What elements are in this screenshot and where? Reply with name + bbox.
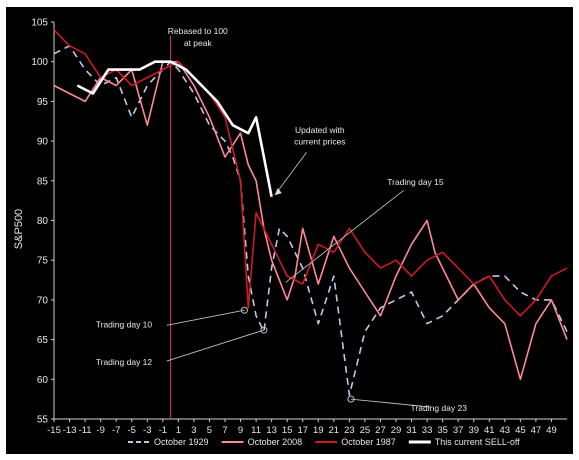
legend-label-3: October 1987	[341, 437, 396, 447]
x-tick-label: 49	[546, 425, 557, 436]
x-tick-label: 17	[297, 425, 308, 436]
annotation-point-marker	[240, 306, 248, 314]
x-tick-label: 47	[531, 425, 542, 436]
y-tick-label: 100	[31, 57, 48, 68]
x-tick-label: 9	[238, 425, 243, 436]
y-tick-label: 80	[37, 216, 49, 227]
x-tick-label: 15	[282, 425, 293, 436]
x-tick-label: 3	[191, 425, 196, 436]
x-tick-label: -13	[63, 425, 77, 436]
x-tick-label: -5	[128, 425, 136, 436]
x-tick-label: -11	[79, 425, 92, 436]
x-tick-label: 31	[406, 425, 417, 436]
annotation-pointer	[285, 189, 405, 283]
legend-label-1: October 1929	[154, 437, 209, 447]
x-tick-label: 43	[500, 425, 511, 436]
x-tick-label: 23	[344, 425, 355, 436]
y-tick-label: 90	[37, 137, 49, 148]
x-tick-label: 13	[266, 425, 277, 436]
annotation-text: Updated with	[295, 125, 345, 135]
legend: October 1929 October 2008 October 1987 This…	[128, 437, 520, 447]
annotation-pointer	[166, 329, 265, 362]
annotation-text: Trading day 23	[411, 403, 468, 413]
y-axis-label: S&P500	[13, 209, 25, 249]
x-tick-label: 33	[422, 425, 433, 436]
plot-panel: 55 60 65 70 75 80 85 90 95 100 105 -15 -13 -11 -9 -7 -5-…	[6, 7, 573, 454]
y-tick-label: 105	[31, 18, 48, 29]
x-tick-label: -1	[159, 425, 167, 436]
x-tick-label: -7	[112, 425, 120, 436]
x-tick-label: 5	[207, 425, 212, 436]
annotation-text: Trading day 15	[387, 177, 444, 187]
x-tick-label: -3	[143, 425, 151, 436]
x-tick-label: 27	[375, 425, 386, 436]
x-tick-label: 19	[313, 425, 324, 436]
annotation-arrowhead	[274, 188, 282, 196]
legend-label-4: This current SELL-off	[435, 437, 520, 447]
x-tick-label: 25	[360, 425, 371, 436]
x-tick-label: 37	[453, 425, 464, 436]
x-tick-label: 11	[251, 425, 261, 436]
x-tick-label: 41	[484, 425, 495, 436]
x-tick-label: 39	[468, 425, 479, 436]
y-tick-label: 70	[37, 295, 49, 306]
annotation-text: current prices	[294, 136, 346, 146]
y-tick-label: 85	[37, 176, 49, 187]
annotation-text: Trading day 10	[96, 320, 153, 330]
y-tick-label: 95	[37, 97, 49, 108]
annotation-text: Trading day 12	[96, 357, 153, 367]
annotation-pointer	[350, 398, 432, 408]
x-tick-label: 1	[176, 425, 181, 436]
annotation-text: Rebased to 100	[168, 26, 228, 36]
y-tick-label: 55	[37, 415, 49, 426]
series-line-4	[76, 60, 273, 197]
annotation-text: at peak	[184, 38, 213, 48]
x-tick-label: 21	[329, 425, 340, 436]
series-line-2	[53, 60, 568, 381]
series-line-3	[53, 29, 568, 317]
annotation-point-marker	[347, 395, 355, 403]
x-tick-label: 45	[515, 425, 526, 436]
x-tick-label: -15	[47, 425, 61, 436]
annotation-pointer	[274, 151, 307, 196]
x-tick-label: 29	[391, 425, 402, 436]
x-tick-label: 7	[222, 425, 227, 436]
y-tick-label: 60	[37, 375, 49, 386]
legend-label-2: October 2008	[248, 437, 303, 447]
series-line-1	[53, 44, 568, 397]
annotation-point-marker	[260, 326, 268, 334]
y-tick-label: 65	[37, 335, 49, 346]
x-tick-label: 35	[437, 425, 448, 436]
annotation-pointer	[166, 309, 245, 326]
y-tick-label: 75	[37, 256, 49, 267]
series-layer	[53, 29, 568, 397]
annotation-layer: Rebased to 100 at peak Updated withcurrent…	[96, 26, 467, 413]
x-tick-label: -9	[96, 425, 104, 436]
